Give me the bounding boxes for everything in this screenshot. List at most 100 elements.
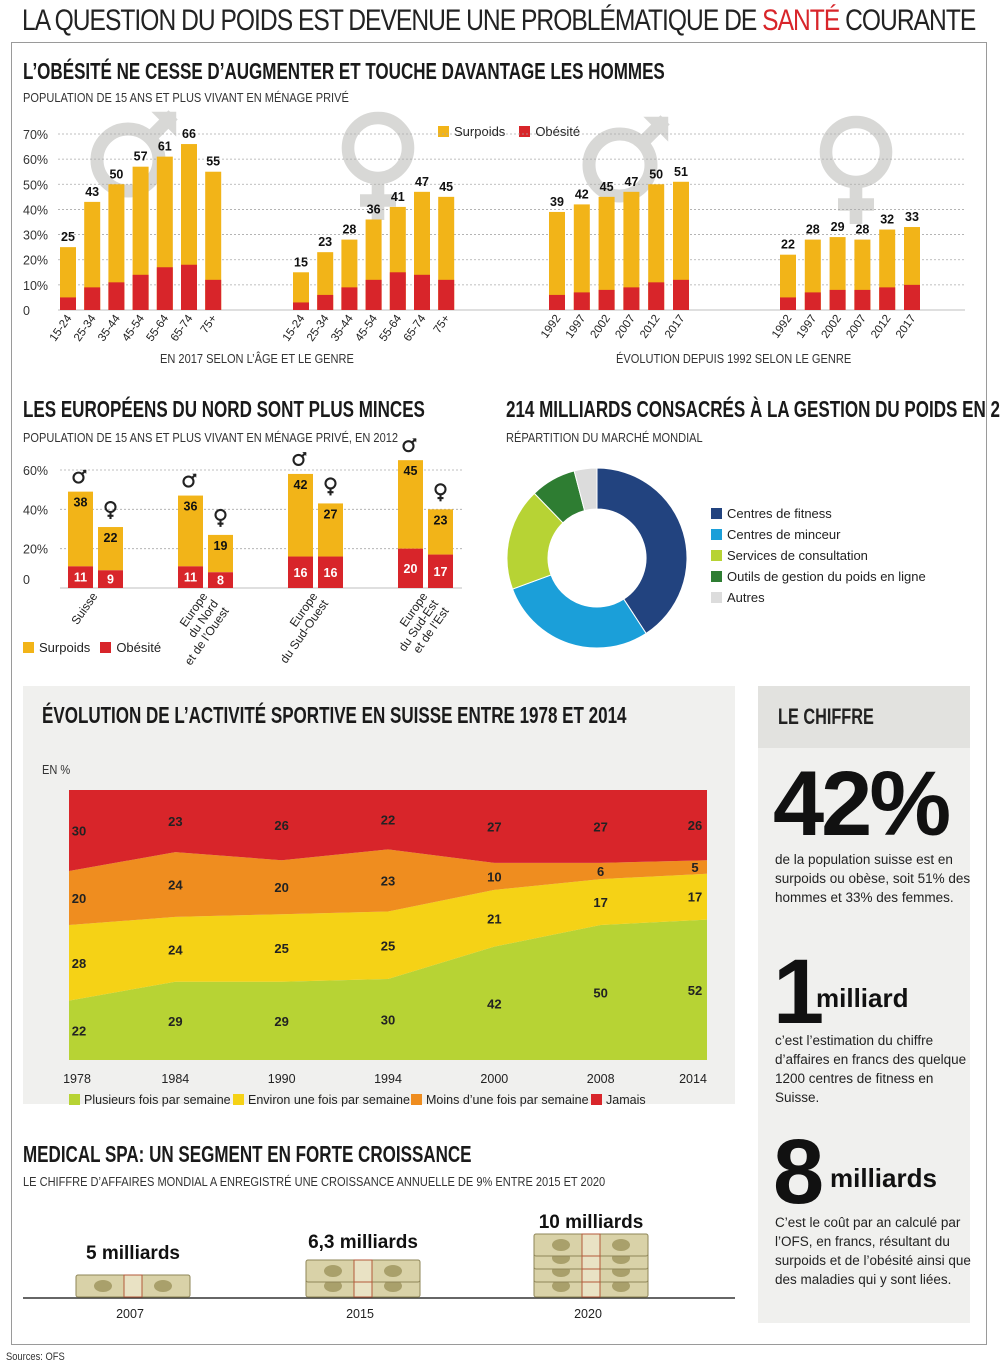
y-tick-label: 0	[23, 573, 30, 587]
sources: Sources: OFS	[6, 1351, 65, 1363]
y-tick-label: 20%	[23, 543, 48, 557]
money-bundle-icon	[75, 1274, 191, 1298]
bar-surpoids	[178, 495, 203, 567]
x-tick-label: 1984	[161, 1072, 189, 1086]
data-label: 36	[367, 202, 381, 216]
bar-obesite	[904, 284, 920, 310]
area-value-label: 27	[593, 819, 607, 834]
main-title: LA QUESTION DU POIDS EST DEVENUE UNE PRO…	[22, 4, 976, 37]
section1-legend: Surpoids Obésité	[438, 124, 580, 139]
data-label-obesite: 8	[217, 574, 224, 588]
bar-obesite	[181, 264, 197, 310]
data-label: 45	[439, 180, 453, 194]
data-label-surpoids: 36	[184, 500, 198, 514]
area-value-label: 50	[593, 986, 607, 1001]
y-tick-label: 20%	[23, 254, 48, 268]
big-number-42: 42%	[773, 753, 951, 855]
data-label: 61	[158, 140, 172, 154]
area-legend-label: Environ une fois par semaine	[248, 1093, 410, 1107]
banknote-seal	[324, 1265, 342, 1277]
y-tick-label: 10%	[23, 279, 48, 293]
section5-subtitle: LE CHIFFRE D’AFFAIRES MONDIAL A ENREGIST…	[23, 1174, 606, 1189]
market-donut-chart: Centres de fitness Centres de minceur Serv…	[506, 467, 926, 649]
donut-slice	[573, 467, 598, 512]
data-label-surpoids: 27	[324, 507, 338, 521]
data-label: 45	[600, 180, 614, 194]
area-legend-label: Jamais	[606, 1093, 646, 1107]
area-value-label: 17	[593, 895, 607, 910]
bar-obesite	[178, 566, 203, 588]
banknote-seal	[552, 1239, 570, 1251]
data-label-obesite: 11	[184, 571, 197, 585]
data-label: 50	[109, 167, 123, 181]
big-number-1: 1	[773, 941, 824, 1043]
data-label: 28	[342, 223, 356, 237]
data-label: 47	[415, 175, 429, 189]
male-symbol-icon	[292, 451, 307, 466]
big-number-8-suffix: milliards	[830, 1163, 937, 1193]
data-label-obesite: 17	[434, 565, 448, 579]
area-value-label: 6	[597, 864, 604, 879]
data-label: 57	[134, 150, 148, 164]
donut-legend-swatch	[711, 529, 722, 540]
donut-slice	[596, 467, 688, 635]
legend-label-surpoids: Surpoids	[454, 124, 506, 139]
y-tick-label: 70%	[23, 128, 48, 142]
section1-subtitle: POPULATION DE 15 ANS ET PLUS VIVANT EN M…	[23, 90, 349, 105]
bar-obesite	[317, 294, 334, 310]
legend-swatch-surpoids	[438, 126, 449, 137]
banknote-seal	[552, 1280, 570, 1292]
donut-legend-swatch	[711, 550, 722, 561]
data-label: 50	[649, 167, 663, 181]
section5-title: MEDICAL SPA: UN SEGMENT EN FORTE CROISSA…	[23, 1141, 472, 1167]
male-symbol-icon	[182, 473, 197, 488]
data-label: 15	[294, 255, 308, 269]
bar-surpoids	[549, 211, 565, 310]
bar-obesite	[854, 289, 871, 310]
male-symbol-icon-head	[643, 116, 669, 142]
bar-obesite	[84, 287, 101, 310]
donut-legend-label: Outils de gestion du poids en ligne	[727, 569, 926, 584]
chiffre-text-1: de la population suisse est en surpoids …	[775, 852, 971, 905]
spa-value-label: 6,3 milliards	[308, 1232, 418, 1253]
data-label-surpoids: 19	[214, 539, 228, 553]
data-label: 23	[318, 235, 332, 249]
le-chiffre-title: LE CHIFFRE	[778, 704, 874, 729]
male-symbol-icon-ring	[402, 440, 415, 453]
bar-obesite	[804, 292, 821, 310]
area-band	[69, 849, 707, 925]
donut-legend-swatch	[711, 592, 722, 603]
legend-label-obesite: Obésité	[535, 124, 581, 139]
legend2-label-obesite: Obésité	[116, 640, 162, 655]
banknote-seal	[154, 1280, 172, 1292]
area-value-label: 27	[487, 819, 501, 834]
bar-surpoids	[108, 184, 125, 310]
data-label: 22	[781, 238, 795, 252]
female-symbol-icon	[214, 508, 227, 527]
area-value-label: 29	[274, 1014, 288, 1029]
data-label-surpoids: 42	[294, 478, 308, 492]
bar-obesite	[293, 302, 309, 310]
x-tick-label: 1978	[63, 1072, 91, 1086]
bar-surpoids	[288, 473, 313, 557]
data-label: 33	[905, 210, 919, 224]
y-tick-label: 0	[23, 304, 30, 318]
bar-obesite	[428, 554, 453, 588]
bar-obesite	[829, 289, 846, 310]
caption-right: ÉVOLUTION DEPUIS 1992 SELON LE GENRE	[616, 351, 852, 366]
x-tick-label: 1994	[374, 1072, 402, 1086]
bar-obesite	[60, 297, 76, 310]
bar-obesite	[414, 274, 430, 310]
female-symbol-icon	[341, 111, 415, 220]
legend2-label-surpoids: Surpoids	[39, 640, 91, 655]
bar-obesite	[879, 287, 896, 310]
data-label: 47	[624, 175, 638, 189]
data-label-surpoids: 45	[404, 464, 418, 478]
main-title-accent: SANTÉ	[762, 4, 840, 37]
bar-obesite	[108, 282, 125, 310]
bar-surpoids	[318, 503, 343, 557]
area-value-label: 22	[72, 1023, 86, 1038]
big-number-8: 8	[773, 1121, 824, 1223]
data-label-obesite: 16	[294, 566, 308, 580]
bar-surpoids	[623, 191, 640, 310]
